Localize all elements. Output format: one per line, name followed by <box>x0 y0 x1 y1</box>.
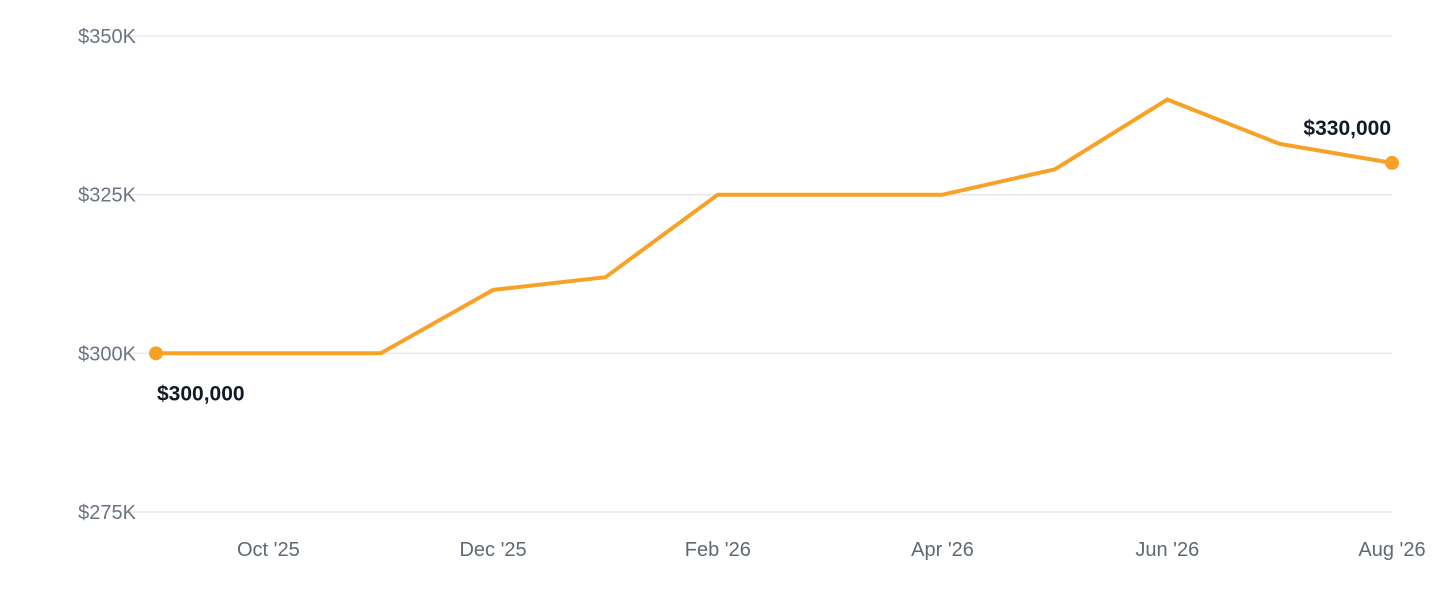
series-line <box>154 97 1394 356</box>
value-label: $330,000 <box>1303 117 1391 140</box>
endpoint-marker <box>149 346 163 361</box>
x-axis: Oct '25 Dec '25 Feb '26 Apr '26 Jun '26 Aug '… <box>237 539 1426 561</box>
x-tick-label: Aug '26 <box>1358 539 1425 561</box>
annotation-layer: $300,000 $330,000 <box>149 117 1399 405</box>
endpoint-marker <box>1385 155 1399 170</box>
x-tick-label: Oct '25 <box>237 539 300 561</box>
y-axis: $350K $325K $300K $275K <box>78 26 136 524</box>
y-tick-label: $325K <box>78 185 136 207</box>
grid-layer <box>128 35 1392 513</box>
x-tick-label: Apr '26 <box>911 539 974 561</box>
x-tick-label: Feb '26 <box>685 539 751 561</box>
x-tick-label: Dec '25 <box>459 539 526 561</box>
y-tick-label: $275K <box>78 502 136 524</box>
value-label: $300,000 <box>157 382 245 405</box>
y-tick-label: $350K <box>78 26 136 48</box>
series-layer <box>154 97 1394 356</box>
x-tick-label: Jun '26 <box>1135 539 1199 561</box>
y-tick-label: $300K <box>78 343 136 365</box>
